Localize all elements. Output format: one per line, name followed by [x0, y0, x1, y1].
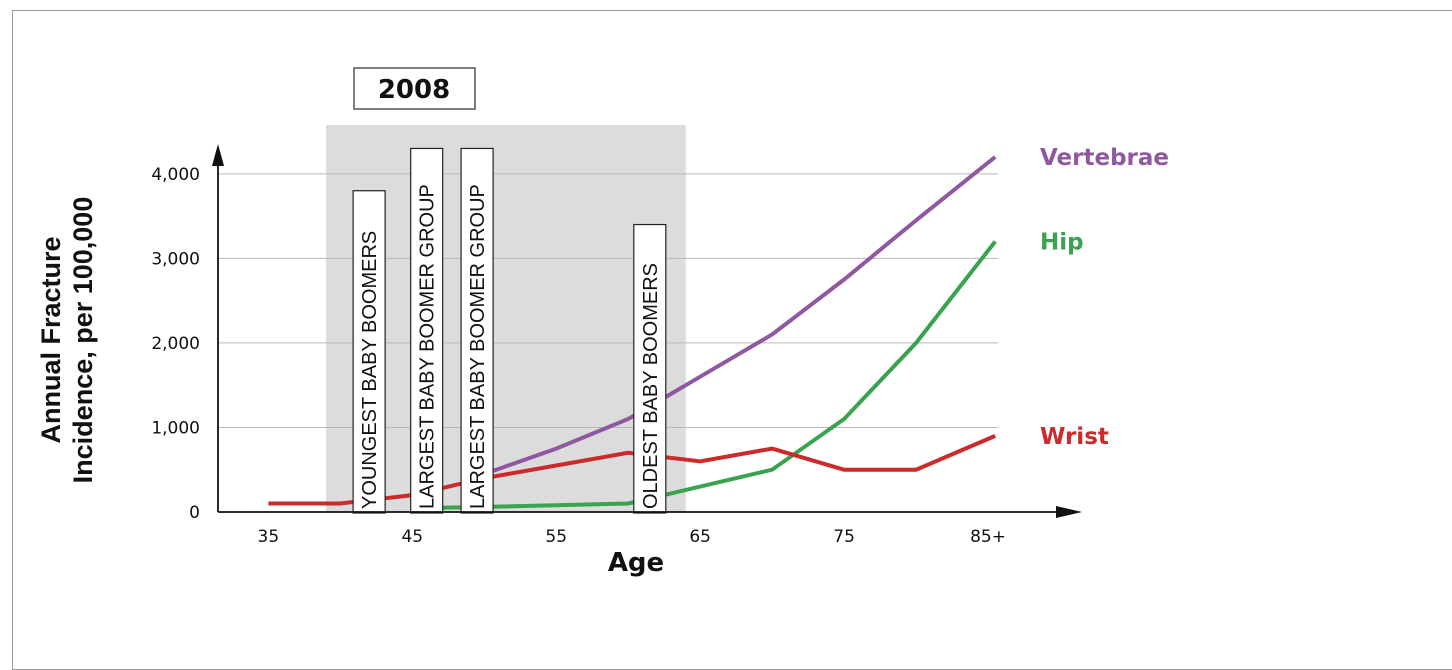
boomer-label-box [410, 147, 444, 514]
series-line-wrist [268, 434, 996, 506]
series-label-wrist: Wrist [1040, 424, 1109, 450]
x-tick-label: 65 [689, 527, 711, 547]
boomer-label: LARGEST BABY BOOMER GROUP [417, 184, 439, 509]
y-axis-arrow [212, 144, 224, 166]
series-label-hip: Hip [1040, 229, 1084, 255]
series-line-vertebrae [483, 155, 997, 476]
x-tick-label: 75 [833, 527, 855, 547]
x-tick-label: 45 [401, 527, 423, 547]
x-tick-label: 55 [545, 527, 567, 547]
x-axis-arrow [1056, 506, 1082, 518]
x-axis-label: Age [608, 548, 664, 578]
year-box [353, 67, 476, 110]
y-axis-label-line-1: Annual Fracture [36, 236, 66, 443]
y-tick-label: 4,000 [151, 165, 200, 185]
x-tick-label: 85+ [970, 527, 1006, 547]
year-label: 2008 [378, 75, 450, 105]
boomer-label: OLDEST BABY BOOMERS [640, 263, 662, 509]
boomer-label-box [633, 223, 667, 514]
boomer-label-box [460, 147, 494, 514]
x-tick-label: 35 [258, 527, 280, 547]
y-tick-label: 3,000 [151, 249, 200, 269]
y-axis-label-line-2: Incidence, per 100,000 [68, 197, 98, 484]
y-tick-label: 1,000 [151, 418, 200, 438]
boomer-label: YOUNGEST BABY BOOMERS [359, 231, 381, 509]
boomer-label: LARGEST BABY BOOMER GROUP [467, 184, 489, 509]
boomer-label-box [352, 190, 386, 514]
boomer-shaded-region [325, 125, 686, 512]
series-label-vertebrae: Vertebrae [1040, 145, 1169, 171]
y-tick-label: 0 [189, 503, 200, 523]
chart-frame [12, 10, 1452, 670]
series-line-hip [441, 240, 997, 510]
y-tick-label: 2,000 [151, 334, 200, 354]
